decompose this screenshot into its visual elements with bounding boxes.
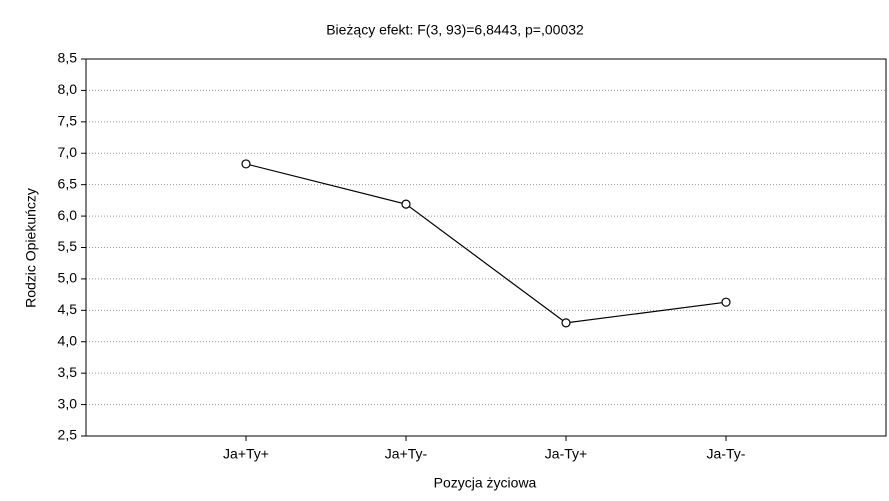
y-axis-label: Rodzic Opiekuńczy bbox=[23, 188, 39, 308]
data-point bbox=[241, 159, 251, 169]
y-tick-label: 6,0 bbox=[58, 207, 78, 223]
y-tick-label: 2,5 bbox=[58, 427, 78, 443]
x-tick-label: Ja-Ty- bbox=[707, 446, 746, 462]
x-tick-label: Ja+Ty+ bbox=[223, 446, 269, 462]
data-point bbox=[401, 199, 411, 209]
y-tick-label: 7,5 bbox=[58, 113, 78, 129]
y-tick-label: 4,0 bbox=[58, 332, 78, 348]
y-tick-label: 5,0 bbox=[58, 270, 78, 286]
y-tick-label: 7,0 bbox=[58, 144, 78, 160]
y-tick-label: 6,5 bbox=[58, 175, 78, 191]
x-tick-label: Ja+Ty- bbox=[385, 446, 428, 462]
y-tick-label: 5,5 bbox=[58, 238, 78, 254]
chart-title: Bieżący efekt: F(3, 93)=6,8443, p=,00032 bbox=[326, 22, 584, 38]
data-line bbox=[245, 163, 727, 324]
data-point bbox=[561, 318, 571, 328]
y-tick-label: 3,0 bbox=[58, 395, 78, 411]
x-axis-label: Pozycja życiowa bbox=[434, 475, 537, 491]
plot-frame bbox=[85, 58, 887, 437]
data-point bbox=[721, 297, 731, 307]
y-tick-label: 8,5 bbox=[58, 50, 78, 66]
y-tick-label: 4,5 bbox=[58, 301, 78, 317]
x-tick-label: Ja-Ty+ bbox=[545, 446, 587, 462]
y-tick-label: 8,0 bbox=[58, 81, 78, 97]
y-tick-label: 3,5 bbox=[58, 364, 78, 380]
